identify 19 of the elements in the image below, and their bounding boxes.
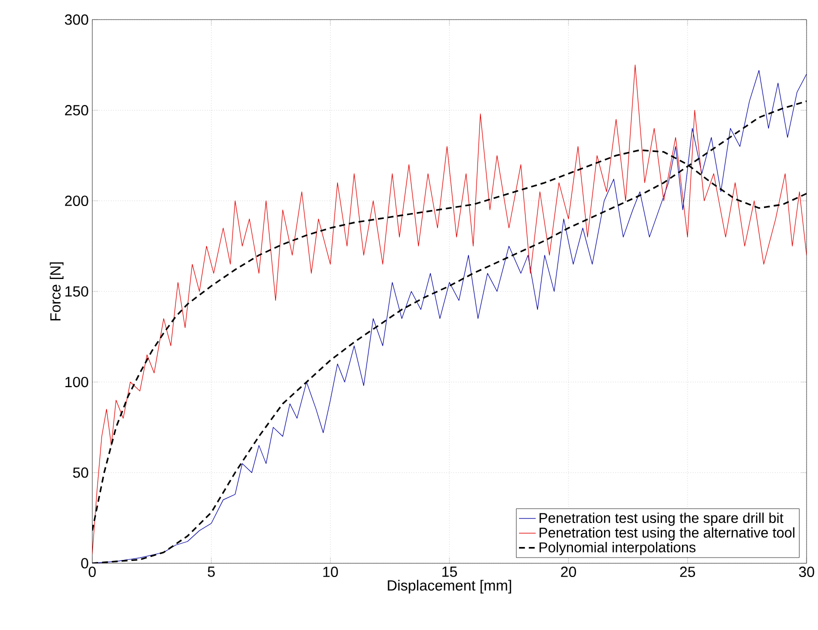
y-tick-label: 150: [65, 286, 88, 297]
y-tick-label: 100: [65, 376, 88, 388]
y-tick-label: 250: [65, 105, 88, 116]
x-tick-label: 15: [442, 566, 457, 577]
x-tick-label: 10: [323, 566, 338, 578]
x-axis-title: Displacement [mm]: [388, 580, 512, 594]
x-tick-label: 0: [88, 566, 96, 578]
legend-label: Penetration test using the spare drill bit: [540, 512, 784, 526]
x-tick-label: 20: [561, 566, 576, 578]
x-tick-label: 25: [680, 566, 696, 578]
y-axis-title: Force [N]: [50, 262, 64, 320]
legend-label: Polynomial interpolations: [540, 542, 696, 556]
x-tick-label: 5: [208, 566, 215, 577]
y-tick-label: 300: [64, 14, 88, 25]
y-tick-label: 0: [81, 558, 88, 568]
y-tick-label: 200: [65, 196, 88, 206]
x-tick-label: 30: [798, 566, 814, 578]
legend-label: Penetration test using the alternative tool: [540, 527, 794, 541]
y-tick-label: 50: [73, 467, 88, 478]
